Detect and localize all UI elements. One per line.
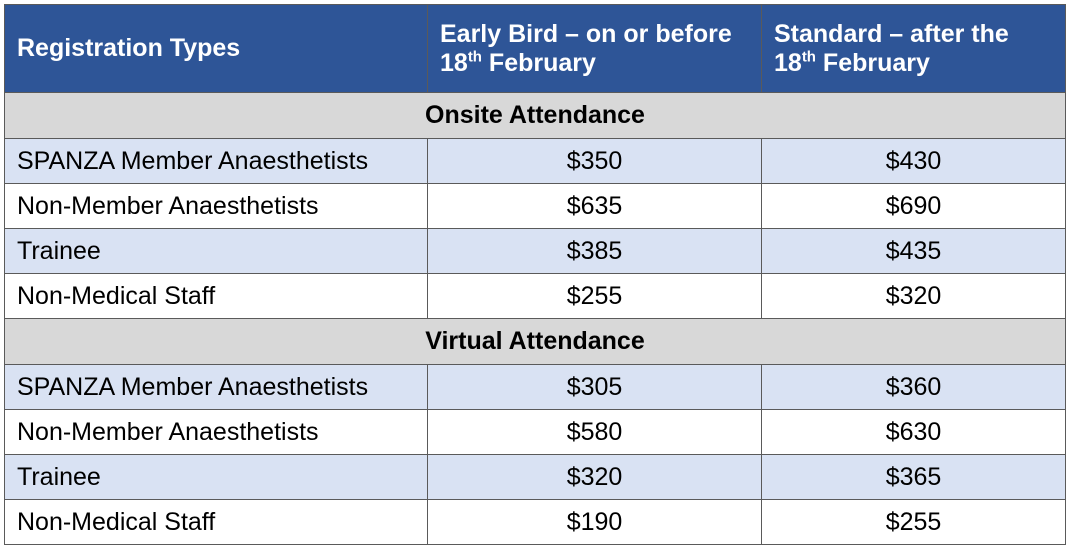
header-early-bird: Early Bird – on or before 18th February [427,4,762,93]
registration-type: SPANZA Member Anaesthetists [4,138,428,184]
header-early-bird-month: February [481,48,596,77]
table-row: Non-Medical Staff $255 $320 [4,273,1066,319]
registration-type: Non-Medical Staff [4,499,428,545]
header-standard-suffix: th [801,48,816,66]
header-early-bird-line1: Early Bird – on or before [440,19,732,48]
header-standard-day: 18 [774,48,802,77]
early-bird-price: $580 [427,409,762,455]
registration-type: Trainee [4,454,428,500]
registration-table: Registration Types Early Bird – on or be… [4,4,1066,545]
table-row: SPANZA Member Anaesthetists $350 $430 [4,138,1066,184]
early-bird-price: $385 [427,228,762,274]
header-standard-month: February [815,48,930,77]
early-bird-price: $255 [427,273,762,319]
registration-type: Non-Medical Staff [4,273,428,319]
early-bird-price: $350 [427,138,762,184]
header-early-bird-day: 18 [440,48,468,77]
header-standard: Standard – after the 18th February [761,4,1066,93]
table-row: Non-Medical Staff $190 $255 [4,499,1066,545]
registration-type: SPANZA Member Anaesthetists [4,364,428,410]
section-row: Onsite Attendance [4,92,1066,139]
registration-type: Non-Member Anaesthetists [4,183,428,229]
standard-price: $690 [761,183,1066,229]
table-row: SPANZA Member Anaesthetists $305 $360 [4,364,1066,410]
standard-price: $630 [761,409,1066,455]
header-standard-line1: Standard – after the [774,19,1009,48]
standard-price: $435 [761,228,1066,274]
early-bird-price: $320 [427,454,762,500]
early-bird-price: $635 [427,183,762,229]
early-bird-price: $305 [427,364,762,410]
table-row: Trainee $320 $365 [4,454,1066,500]
standard-price: $320 [761,273,1066,319]
standard-price: $365 [761,454,1066,500]
registration-type: Non-Member Anaesthetists [4,409,428,455]
table-row: Trainee $385 $435 [4,228,1066,274]
standard-price: $360 [761,364,1066,410]
section-title-onsite: Onsite Attendance [4,92,1066,139]
table-row: Non-Member Anaesthetists $580 $630 [4,409,1066,455]
table-row: Non-Member Anaesthetists $635 $690 [4,183,1066,229]
header-early-bird-suffix: th [467,48,482,66]
section-title-virtual: Virtual Attendance [4,318,1066,365]
header-registration-types: Registration Types [4,4,428,93]
standard-price: $255 [761,499,1066,545]
early-bird-price: $190 [427,499,762,545]
header-row: Registration Types Early Bird – on or be… [4,4,1066,93]
section-row: Virtual Attendance [4,318,1066,365]
standard-price: $430 [761,138,1066,184]
registration-type: Trainee [4,228,428,274]
